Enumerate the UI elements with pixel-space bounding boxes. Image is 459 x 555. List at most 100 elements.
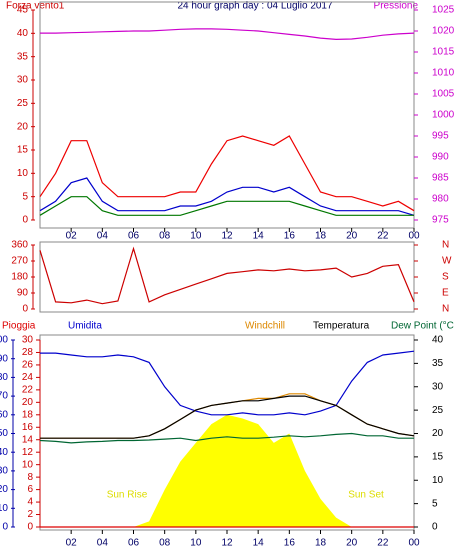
y2-tick-label: 1010 [432, 68, 455, 79]
series-line [39, 177, 415, 216]
y-tick-label: 70 [0, 391, 8, 402]
x-tick-label: 12 [221, 538, 233, 549]
y2-tick-label: N [442, 304, 449, 315]
legend-label: Windchill [245, 321, 285, 332]
y3-tick-label: 8 [27, 472, 33, 483]
y-tick-label: 35 [17, 51, 29, 62]
chart-title: 24 hour graph day : 04 Luglio 2017 [177, 1, 333, 12]
x-tick-label: 04 [97, 538, 109, 549]
x-tick-label: 10 [190, 538, 202, 549]
x-tick-label: 12 [221, 231, 233, 242]
y-tick-label: 20 [17, 121, 29, 132]
y2-tick-label: 980 [432, 194, 449, 205]
y-tick-label: 90 [0, 353, 8, 364]
y3-tick-label: 22 [22, 385, 34, 396]
y2-tick-label: 5 [432, 498, 438, 509]
y2-tick-label: 1005 [432, 89, 455, 100]
x-tick-label: 16 [284, 231, 296, 242]
wind-label: Forza vento1 [6, 1, 65, 12]
x-tick-label: 16 [284, 538, 296, 549]
y3-tick-label: 26 [22, 360, 34, 371]
y-tick-label: 360 [11, 240, 28, 251]
y3-tick-label: 14 [22, 434, 34, 445]
y2-tick-label: 35 [432, 358, 444, 369]
y-tick-label: 5 [22, 191, 28, 202]
x-tick-label: 04 [97, 231, 109, 242]
y3-tick-label: 4 [27, 497, 33, 508]
y3-tick-label: 20 [22, 397, 34, 408]
y2-tick-label: E [442, 288, 449, 299]
y2-tick-label: 990 [432, 152, 449, 163]
y-tick-label: 40 [0, 447, 8, 458]
x-tick-label: 06 [128, 538, 140, 549]
y2-tick-label: 15 [432, 452, 444, 463]
y-tick-label: 40 [17, 28, 29, 39]
x-tick-label: 18 [315, 538, 327, 549]
y-tick-label: 0 [22, 304, 28, 315]
y3-tick-label: 24 [22, 372, 34, 383]
legend-label: Umidita [68, 321, 102, 332]
x-tick-label: 00 [408, 538, 420, 549]
legend-label: Temperatura [313, 321, 370, 332]
y-tick-label: 30 [17, 75, 29, 86]
x-tick-label: 20 [346, 538, 358, 549]
x-tick-label: 02 [66, 538, 78, 549]
y-tick-label: 10 [0, 503, 8, 514]
y-tick-label: 60 [0, 409, 8, 420]
series-line [39, 135, 415, 212]
x-tick-label: 08 [159, 538, 171, 549]
y3-tick-label: 6 [27, 484, 33, 495]
y2-tick-label: 30 [432, 381, 444, 392]
x-tick-label: 14 [253, 231, 265, 242]
x-tick-label: 22 [377, 231, 389, 242]
y2-tick-label: 975 [432, 215, 449, 226]
y-tick-label: 10 [17, 168, 29, 179]
y2-tick-label: S [442, 272, 449, 283]
y2-tick-label: 20 [432, 428, 444, 439]
y-tick-label: 50 [0, 428, 8, 439]
x-tick-label: 02 [66, 231, 78, 242]
y2-tick-label: 1020 [432, 26, 455, 37]
y3-tick-label: 30 [22, 335, 34, 346]
y2-tick-label: 1015 [432, 47, 455, 58]
y-tick-label: 80 [0, 372, 8, 383]
y3-tick-label: 28 [22, 347, 34, 358]
y2-tick-label: 995 [432, 131, 449, 142]
y2-tick-label: 0 [432, 522, 438, 533]
series-line [39, 196, 414, 216]
annotation: Sun Rise [107, 490, 148, 501]
y2-tick-label: W [442, 256, 452, 267]
y-tick-label: 100 [0, 335, 8, 346]
y2-tick-label: 1025 [432, 5, 455, 16]
y3-tick-label: 2 [27, 509, 33, 520]
y3-tick-label: 0 [27, 522, 33, 533]
y2-tick-label: 40 [432, 335, 444, 346]
y-tick-label: 0 [2, 522, 8, 533]
y-tick-label: 270 [11, 256, 28, 267]
series-line [40, 28, 415, 41]
y-tick-label: 90 [17, 288, 29, 299]
series-line [40, 350, 415, 416]
x-tick-label: 10 [190, 231, 202, 242]
y3-tick-label: 18 [22, 409, 34, 420]
y-tick-label: 180 [11, 272, 28, 283]
x-tick-label: 00 [408, 231, 420, 242]
y-tick-label: 20 [0, 484, 8, 495]
legend-label: Dew Point (°C [391, 321, 454, 332]
y3-tick-label: 12 [22, 447, 34, 458]
x-tick-label: 18 [315, 231, 327, 242]
x-tick-label: 22 [377, 538, 389, 549]
x-tick-label: 14 [253, 538, 265, 549]
y2-tick-label: 10 [432, 475, 444, 486]
y-tick-label: 0 [22, 215, 28, 226]
y-tick-label: 45 [17, 5, 29, 16]
y-tick-label: 25 [17, 98, 29, 109]
y-tick-label: 30 [0, 466, 8, 477]
y2-tick-label: 25 [432, 405, 444, 416]
series-line [39, 432, 414, 444]
series-line [40, 395, 415, 439]
x-tick-label: 20 [346, 231, 358, 242]
area [40, 414, 414, 527]
annotation: Sun Set [348, 490, 384, 501]
